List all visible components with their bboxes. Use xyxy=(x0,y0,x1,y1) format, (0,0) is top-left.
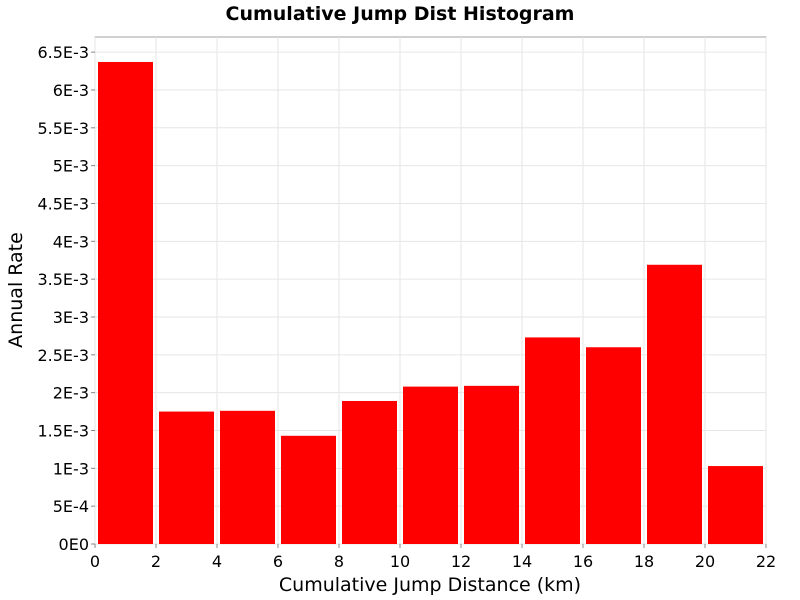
y-axis-label: Annual Rate xyxy=(5,232,27,348)
y-tick-label: 5E-3 xyxy=(53,157,89,176)
x-axis-label: Cumulative Jump Distance (km) xyxy=(279,574,581,596)
bars xyxy=(98,61,763,544)
histogram-bar xyxy=(98,61,153,544)
histogram-bar xyxy=(708,466,763,544)
histogram-bar xyxy=(464,385,519,544)
x-tick-label: 10 xyxy=(390,552,410,571)
x-tick-label: 18 xyxy=(634,552,654,571)
x-tick-label: 8 xyxy=(334,552,344,571)
x-tick-label: 22 xyxy=(756,552,776,571)
x-tick-label: 16 xyxy=(573,552,593,571)
histogram-bar xyxy=(220,410,275,544)
histogram-bar xyxy=(281,435,336,544)
x-tick-label: 2 xyxy=(151,552,161,571)
histogram-bar xyxy=(159,411,214,544)
y-tick-label: 4E-3 xyxy=(53,232,89,251)
x-tick-label: 0 xyxy=(90,552,100,571)
y-tick-label: 2.5E-3 xyxy=(37,346,89,365)
y-tick-label: 1E-3 xyxy=(53,459,89,478)
y-tick-label: 5.5E-3 xyxy=(37,119,89,138)
y-tick-label: 3E-3 xyxy=(53,308,89,327)
y-tick-label: 5E-4 xyxy=(53,497,89,516)
x-axis-ticks: 0 2 4 6 8 10 12 14 16 18 20 22 xyxy=(90,544,776,571)
histogram-bar xyxy=(403,386,458,544)
histogram-bar xyxy=(586,347,641,544)
x-tick-label: 6 xyxy=(273,552,283,571)
histogram-bar xyxy=(342,400,397,544)
y-axis-ticks: 0E0 5E-4 1E-3 1.5E-3 2E-3 2.5E-3 3E-3 3.5E-3 4E-… xyxy=(37,43,95,554)
y-tick-label: 3.5E-3 xyxy=(37,270,89,289)
y-tick-label: 2E-3 xyxy=(53,384,89,403)
y-tick-label: 6E-3 xyxy=(53,81,89,100)
x-tick-label: 4 xyxy=(212,552,222,571)
y-tick-label: 1.5E-3 xyxy=(37,421,89,440)
x-tick-label: 20 xyxy=(695,552,715,571)
y-tick-label: 0E0 xyxy=(59,535,89,554)
y-tick-label: 4.5E-3 xyxy=(37,194,89,213)
chart-title: Cumulative Jump Dist Histogram xyxy=(226,3,575,25)
x-tick-label: 14 xyxy=(512,552,532,571)
y-tick-label: 6.5E-3 xyxy=(37,43,89,62)
histogram-bar xyxy=(647,264,702,544)
histogram-bar xyxy=(525,337,580,544)
x-tick-label: 12 xyxy=(451,552,471,571)
